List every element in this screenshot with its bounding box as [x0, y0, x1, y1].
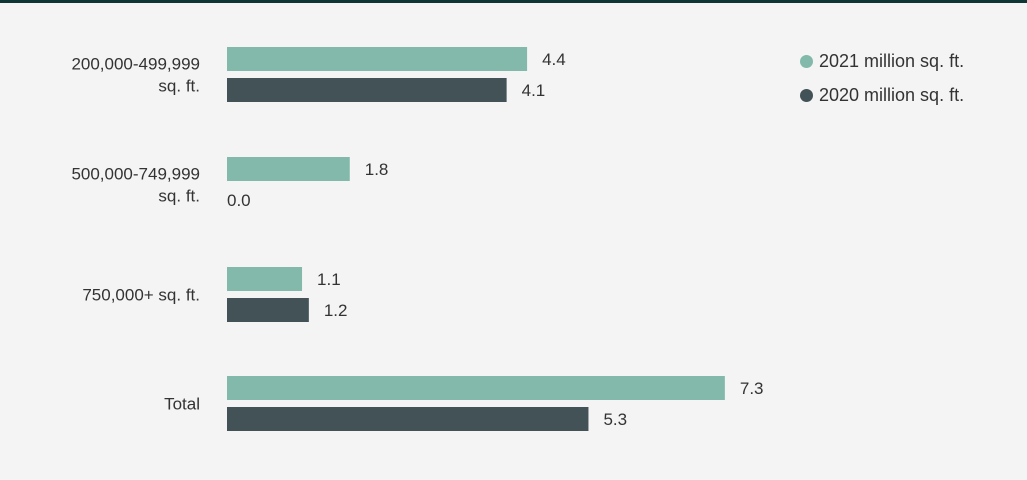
legend-label-2021: 2021 million sq. ft.: [819, 50, 965, 71]
category-label: sq. ft.: [158, 187, 200, 206]
top-border: [0, 0, 1027, 3]
data-label: 1.2: [324, 301, 348, 320]
data-label: 0.0: [227, 191, 251, 210]
bar-2021: [227, 157, 350, 181]
category-label: 500,000-749,999: [71, 165, 200, 184]
bar-2020: [227, 407, 589, 431]
legend-swatch-2021: [800, 54, 813, 68]
bar-2020: [227, 78, 507, 102]
data-label: 1.8: [365, 160, 389, 179]
legend: 2021 million sq. ft. 2020 million sq. ft…: [800, 44, 964, 112]
category-label: 750,000+ sq. ft.: [82, 286, 200, 305]
data-label: 4.1: [522, 81, 546, 100]
category-label: Total: [164, 395, 200, 414]
data-label: 1.1: [317, 270, 341, 289]
bar-2021: [227, 267, 303, 291]
bar-2021: [227, 376, 725, 400]
legend-item-2020: 2020 million sq. ft.: [800, 78, 964, 112]
data-label: 7.3: [740, 379, 764, 398]
legend-swatch-2020: [800, 88, 813, 102]
legend-label-2020: 2020 million sq. ft.: [819, 84, 965, 105]
data-label: 5.3: [603, 410, 627, 429]
data-label: 4.4: [542, 50, 566, 69]
legend-item-2021: 2021 million sq. ft.: [800, 44, 964, 78]
bar-2020: [227, 298, 309, 322]
bar-2021: [227, 47, 528, 71]
category-label: sq. ft.: [158, 77, 200, 96]
category-label: 200,000-499,999: [71, 55, 200, 74]
